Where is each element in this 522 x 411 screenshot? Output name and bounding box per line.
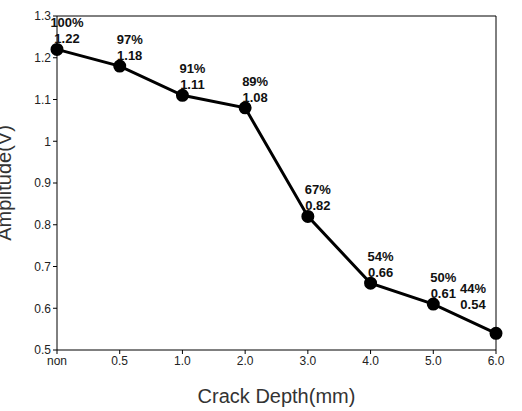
svg-text:44%: 44% <box>460 281 486 296</box>
svg-text:6.0: 6.0 <box>488 354 505 368</box>
svg-text:91%: 91% <box>179 61 205 76</box>
svg-text:1: 1 <box>44 135 51 149</box>
svg-text:67%: 67% <box>305 182 331 197</box>
svg-text:1.22: 1.22 <box>54 31 79 46</box>
svg-text:54%: 54% <box>368 249 394 264</box>
svg-text:0.5: 0.5 <box>111 354 128 368</box>
svg-text:non: non <box>47 353 67 368</box>
svg-text:3.0: 3.0 <box>300 354 317 368</box>
svg-text:0.66: 0.66 <box>368 265 393 280</box>
svg-text:50%: 50% <box>430 270 456 285</box>
svg-text:1.08: 1.08 <box>242 90 267 105</box>
svg-text:Crack Depth(mm): Crack Depth(mm) <box>198 385 356 407</box>
svg-text:1.0: 1.0 <box>174 354 191 368</box>
svg-text:1.2: 1.2 <box>34 51 51 65</box>
svg-text:97%: 97% <box>117 32 143 47</box>
svg-text:0.82: 0.82 <box>305 198 330 213</box>
svg-text:1.11: 1.11 <box>180 77 205 92</box>
svg-text:Amplitude(V): Amplitude(V) <box>8 125 15 241</box>
svg-text:100%: 100% <box>50 15 84 30</box>
svg-text:0.6: 0.6 <box>34 302 51 316</box>
svg-text:0.54: 0.54 <box>460 297 486 312</box>
svg-text:89%: 89% <box>242 74 268 89</box>
svg-text:1.3: 1.3 <box>34 9 51 23</box>
svg-text:1.1: 1.1 <box>34 93 51 107</box>
svg-text:0.5: 0.5 <box>34 343 51 357</box>
svg-text:5.0: 5.0 <box>425 354 442 368</box>
svg-text:0.8: 0.8 <box>34 218 51 232</box>
svg-text:2.0: 2.0 <box>237 354 254 368</box>
svg-text:0.61: 0.61 <box>431 286 456 301</box>
svg-text:4.0: 4.0 <box>362 354 379 368</box>
svg-text:1.18: 1.18 <box>117 48 142 63</box>
svg-text:0.9: 0.9 <box>34 176 51 190</box>
svg-text:0.7: 0.7 <box>34 260 51 274</box>
